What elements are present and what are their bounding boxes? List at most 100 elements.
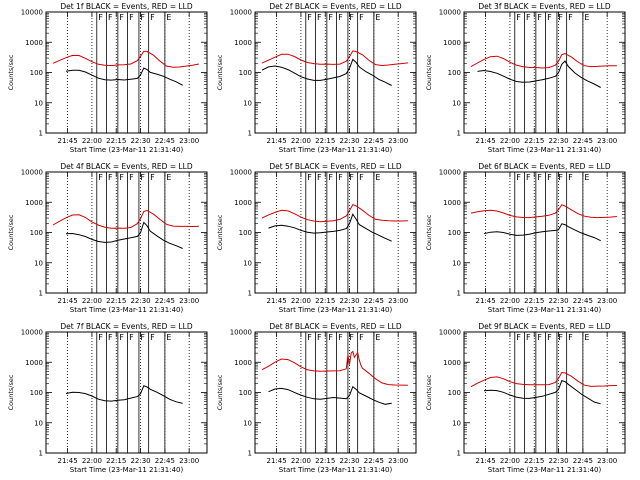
- lld-series-line: [52, 50, 199, 68]
- y-tick-label: 10: [34, 419, 43, 427]
- interval-marker-label: F: [129, 13, 134, 22]
- chart-title: Det 2f BLACK = Events, RED = LLD: [269, 2, 402, 11]
- x-tick-label: 23:00: [597, 297, 617, 305]
- y-axis-label: Counts/sec: [216, 54, 224, 90]
- y-tick-label: 10: [452, 259, 461, 267]
- interval-marker-label: F: [150, 173, 155, 182]
- y-axis-label: Counts/sec: [216, 214, 224, 250]
- y-tick-label: 1000: [443, 359, 461, 367]
- x-tick-label: 23:00: [388, 137, 408, 145]
- y-tick-label: 10000: [439, 329, 461, 337]
- interval-marker-label: F: [98, 13, 103, 22]
- lld-series-line: [261, 350, 408, 386]
- x-tick-label: 22:00: [291, 297, 311, 305]
- interval-marker-label: F: [516, 333, 521, 342]
- interval-marker-label: F: [129, 173, 134, 182]
- x-tick-label: 22:00: [500, 457, 520, 465]
- y-tick-label: 100: [448, 229, 461, 237]
- lld-series-line: [470, 204, 617, 219]
- x-tick-label: 22:15: [524, 457, 544, 465]
- x-tick-label: 22:45: [573, 457, 593, 465]
- y-tick-label: 1000: [25, 359, 43, 367]
- interval-marker-label: F: [108, 333, 113, 342]
- x-tick-label: 22:30: [548, 137, 568, 145]
- x-axis-label: Start Time (23-Mar-11 21:31:40): [279, 146, 393, 154]
- y-tick-label: 10000: [230, 9, 252, 17]
- x-tick-label: 21:45: [58, 457, 78, 465]
- interval-marker-label: F: [108, 173, 113, 182]
- events-series-line: [483, 223, 601, 242]
- chart-panel-9: Det 9f BLACK = Events, RED = LLD Counts/s…: [425, 322, 626, 474]
- interval-marker-label: F: [140, 13, 145, 22]
- interval-marker-label: F: [349, 13, 354, 22]
- x-tick-label: 22:15: [315, 137, 335, 145]
- x-tick-label: 22:45: [573, 297, 593, 305]
- y-tick-label: 10: [34, 99, 43, 107]
- x-tick-label: 22:00: [291, 457, 311, 465]
- x-tick-label: 23:00: [597, 457, 617, 465]
- x-axis-label: Start Time (23-Mar-11 21:31:40): [70, 146, 184, 154]
- interval-marker-label: E: [584, 333, 589, 342]
- interval-marker-label: F: [349, 173, 354, 182]
- interval-marker-label: E: [375, 173, 380, 182]
- x-tick-label: 22:30: [548, 457, 568, 465]
- y-tick-label: 10000: [21, 329, 43, 337]
- interval-marker-label: F: [307, 13, 312, 22]
- y-axis-label: Counts/sec: [7, 374, 15, 410]
- chart-panel-5: Det 5f BLACK = Events, RED = LLD Counts/s…: [216, 162, 417, 314]
- interval-marker-label: F: [568, 333, 573, 342]
- x-tick-label: 22:15: [106, 297, 126, 305]
- chart-panel-3: Det 3f BLACK = Events, RED = LLD Counts/s…: [425, 2, 626, 154]
- x-tick-label: 22:00: [82, 297, 102, 305]
- x-tick-label: 22:15: [524, 297, 544, 305]
- x-tick-label: 21:45: [58, 297, 78, 305]
- y-tick-label: 1: [457, 450, 461, 458]
- x-tick-label: 22:30: [130, 297, 150, 305]
- events-series-line: [268, 213, 392, 242]
- interval-marker-label: F: [537, 173, 542, 182]
- interval-marker-label: F: [98, 173, 103, 182]
- y-tick-label: 1000: [234, 359, 252, 367]
- y-tick-label: 1000: [25, 39, 43, 47]
- y-tick-label: 1: [39, 450, 43, 458]
- x-tick-label: 21:45: [476, 297, 496, 305]
- x-tick-label: 22:15: [315, 457, 335, 465]
- x-tick-label: 22:45: [155, 457, 175, 465]
- interval-marker-label: F: [537, 13, 542, 22]
- y-axis-label: Counts/sec: [425, 374, 433, 410]
- y-tick-label: 10000: [21, 169, 43, 177]
- interval-marker-label: E: [166, 173, 171, 182]
- plot-frame: [463, 171, 626, 294]
- chart-title: Det 5f BLACK = Events, RED = LLD: [269, 162, 402, 171]
- x-axis-label: Start Time (23-Mar-11 21:31:40): [70, 466, 184, 474]
- x-tick-label: 22:15: [106, 137, 126, 145]
- x-tick-label: 22:45: [364, 297, 384, 305]
- interval-marker-label: F: [307, 173, 312, 182]
- plot-frame: [254, 11, 417, 134]
- interval-marker-label: F: [150, 333, 155, 342]
- interval-marker-label: F: [547, 173, 552, 182]
- y-tick-label: 100: [30, 229, 43, 237]
- interval-marker-label: F: [317, 173, 322, 182]
- plot-frame: [463, 331, 626, 454]
- y-tick-label: 1: [248, 290, 252, 298]
- interval-marker-label: F: [547, 13, 552, 22]
- y-axis-label: Counts/sec: [425, 214, 433, 250]
- interval-marker-label: F: [537, 333, 542, 342]
- y-tick-label: 10000: [21, 9, 43, 17]
- interval-marker-label: F: [338, 13, 343, 22]
- chart-panel-2: Det 2f BLACK = Events, RED = LLD Counts/s…: [216, 2, 417, 154]
- plot-frame: [45, 171, 208, 294]
- y-tick-label: 10: [243, 419, 252, 427]
- x-tick-label: 21:45: [267, 137, 287, 145]
- plot-frame: [45, 331, 208, 454]
- x-axis-label: Start Time (23-Mar-11 21:31:40): [279, 306, 393, 314]
- chart-panel-8: Det 8f BLACK = Events, RED = LLD Counts/s…: [216, 322, 417, 474]
- interval-marker-label: F: [140, 173, 145, 182]
- events-series-line: [483, 379, 601, 405]
- interval-marker-label: F: [140, 333, 145, 342]
- x-axis-label: Start Time (23-Mar-11 21:31:40): [488, 306, 602, 314]
- y-tick-label: 100: [448, 389, 461, 397]
- y-axis-label: Counts/sec: [7, 54, 15, 90]
- interval-marker-label: F: [119, 13, 124, 22]
